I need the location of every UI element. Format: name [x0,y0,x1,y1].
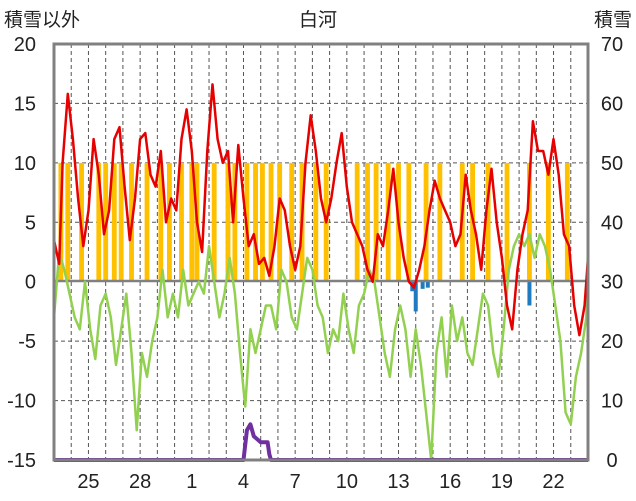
sunshine-bar [437,162,443,282]
min-temperature-series [52,232,590,462]
sunshine-bar [485,162,491,282]
precip-bar [425,281,430,288]
right-axis-ticks: 70 60 50 40 30 20 10 0 [601,34,623,472]
snow-depth-series [54,422,588,462]
precip-bar [420,281,425,289]
sunshine-bar [144,162,150,282]
sunshine-bar [158,162,164,282]
sunshine-bar [504,162,510,282]
sunshine-bar [211,162,217,282]
x-tick-label: 7 [290,471,301,493]
left-tick-label: 0 [25,272,36,294]
x-tick-label: 19 [491,471,513,493]
sunshine-bar [268,162,274,282]
sunshine-bar [179,162,184,282]
x-tick-label: 22 [542,471,564,493]
sunshine-bar [385,162,391,282]
grid [54,44,588,460]
sunshine-bar [225,162,231,282]
left-tick-label: -10 [7,391,36,413]
right-tick-label: 20 [601,331,623,353]
left-tick-label: 15 [14,93,36,115]
sunshine-bar [253,162,258,282]
x-tick-label: 28 [129,471,151,493]
precip-bar [527,281,532,306]
max-temperature-line [52,83,590,337]
right-tick-label: 40 [601,212,623,234]
left-tick-label: 20 [14,34,36,56]
max-temperature-series [52,83,590,337]
sunshine-bar [65,162,71,282]
left-tick-label: -15 [7,450,36,472]
x-tick-label: 1 [186,471,197,493]
right-tick-label: 30 [601,272,623,294]
sunshine-bar [545,162,551,282]
sunshine-bar [232,162,238,282]
sunshine-bar [96,162,102,282]
left-axis-label: 積雪以外 [4,9,80,31]
x-tick-label: 16 [439,471,461,493]
min-temperature-line [52,232,590,462]
plot-frame [52,42,590,462]
left-tick-label: 10 [14,153,36,175]
right-tick-label: 10 [601,391,623,413]
chart-title: 白河 [299,9,337,31]
sunshine-bar [260,162,265,282]
snow-depth-line [54,422,588,462]
x-tick-label: 4 [238,471,249,493]
sunshine-bar [423,162,429,282]
sunshine-bar [189,162,195,282]
left-axis-ticks: 20 15 10 5 0 -5 -10 -15 [7,34,36,472]
sunshine-bar [406,162,412,282]
precip-bar [413,281,418,312]
sunshine-bar [277,162,283,282]
right-tick-label: 50 [601,153,623,175]
x-tick-label: 13 [387,471,409,493]
x-axis-ticks: 25 28 1 4 7 10 13 16 19 22 [77,471,564,493]
x-tick-label: 10 [336,471,358,493]
x-tick-label: 25 [77,471,99,493]
sunshine-bar [167,162,172,282]
sunshine-bar [354,162,360,282]
sunshine-bar [118,162,124,282]
sunshine-bar [111,162,117,282]
right-axis-label: 積雪 [594,9,632,31]
right-tick-label: 60 [601,93,623,115]
sunshine-bar [365,162,370,282]
sunshine-bar [289,162,295,282]
sunshine-bar [373,162,379,282]
sunshine-bar [313,162,319,282]
sunshine-bar [527,162,532,282]
left-tick-label: 5 [25,212,36,234]
left-tick-label: -5 [18,331,36,353]
right-tick-label: 70 [601,34,623,56]
right-tick-label: 0 [606,450,617,472]
sunshine-bar [564,162,570,282]
